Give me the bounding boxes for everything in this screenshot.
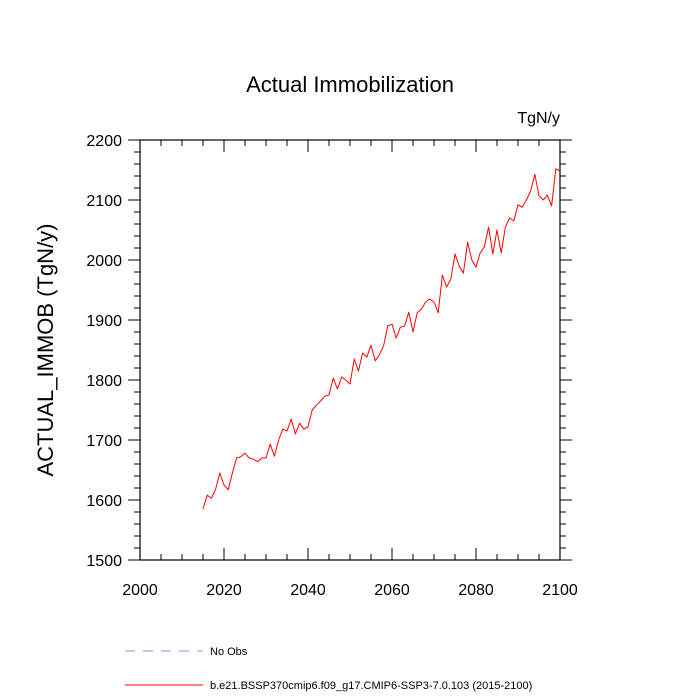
y-tick-label: 1700 — [86, 433, 122, 450]
x-tick-label: 2080 — [458, 582, 494, 599]
legend: No Obs b.e21.BSSP370cmip6.f09_g17.CMIP6-… — [125, 646, 532, 692]
y-tick-label: 2200 — [86, 133, 122, 150]
chart-title: Actual Immobilization — [246, 72, 454, 97]
x-tick-label: 2000 — [122, 582, 158, 599]
y-axis-ticks — [128, 139, 572, 561]
y-axis-label: ACTUAL_IMMOB (TgN/y) — [33, 223, 58, 476]
x-tick-label: 2020 — [206, 582, 242, 599]
y-tick-label: 2100 — [86, 193, 122, 210]
x-tick-label: 2060 — [374, 582, 410, 599]
y-tick-label: 1600 — [86, 493, 122, 510]
units-label: TgN/y — [517, 110, 560, 127]
y-tick-label: 1900 — [86, 313, 122, 330]
series-line-ssp370 — [202, 168, 561, 510]
y-tick-label: 2000 — [86, 253, 122, 270]
x-axis-ticks — [139, 140, 561, 560]
x-axis-tick-labels: 2000 2020 2040 2060 2080 2100 — [122, 582, 578, 599]
legend-label-model: b.e21.BSSP370cmip6.f09_g17.CMIP6-SSP3-7.… — [210, 680, 532, 692]
plot-frame — [139, 139, 561, 561]
x-tick-label: 2040 — [290, 582, 326, 599]
x-tick-label: 2100 — [542, 582, 578, 599]
y-tick-label: 1800 — [86, 373, 122, 390]
legend-label-no-obs: No Obs — [210, 646, 248, 658]
y-tick-label: 1500 — [86, 553, 122, 570]
y-axis-tick-labels: 1500 1600 1700 1800 1900 2000 2100 2200 — [86, 133, 122, 570]
